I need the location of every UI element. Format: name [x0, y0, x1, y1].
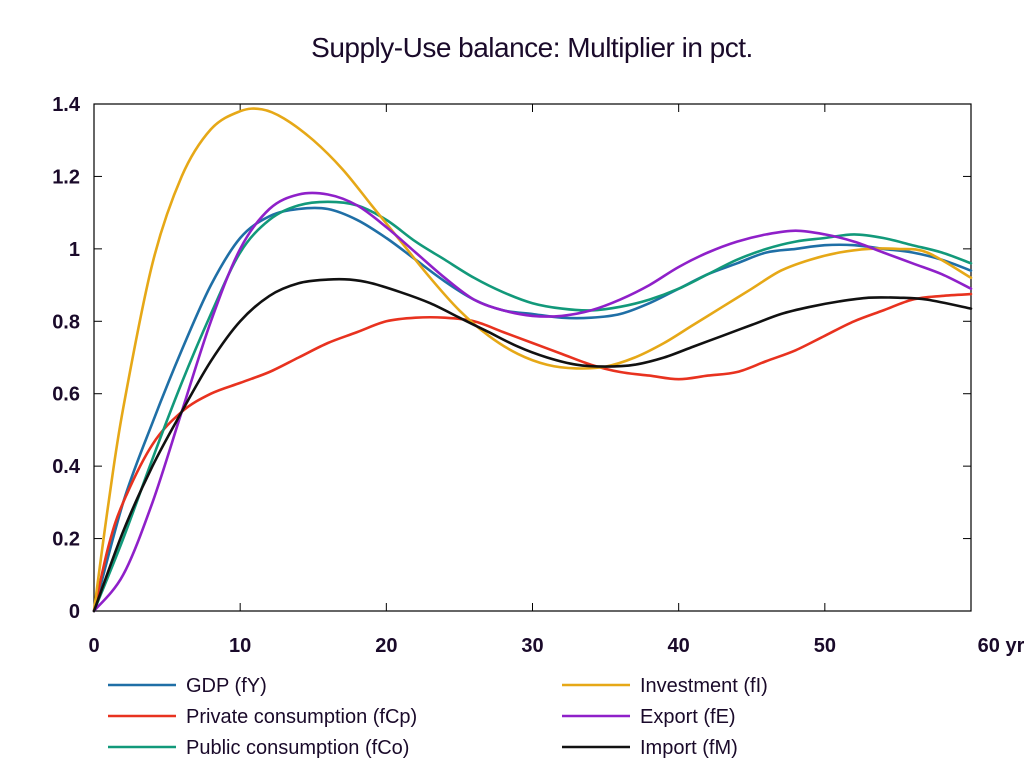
y-tick-label: 0 — [69, 601, 80, 623]
y-tick-label: 0.8 — [52, 311, 80, 333]
series-line-investment-fi — [92, 107, 973, 613]
x-tick-label: 30 — [521, 635, 543, 657]
series-line-import-fm — [92, 277, 973, 613]
series-line-public-consumption-fco — [92, 200, 973, 613]
y-tick-label: 0.6 — [52, 384, 80, 406]
x-tick-label: 40 — [668, 635, 690, 657]
legend-label-investment-fi: Investment (fI) — [640, 675, 768, 697]
y-tick-label: 1 — [69, 239, 80, 261]
legend-label-public-consumption-fco: Public consumption (fCo) — [186, 737, 409, 759]
y-tick-label: 0.4 — [52, 456, 81, 478]
x-tick-label: 10 — [229, 635, 251, 657]
y-tick-label: 1.4 — [52, 94, 81, 116]
legend-label-import-fm: Import (fM) — [640, 737, 738, 759]
series-line-private-consumption-fcp — [92, 292, 973, 613]
legend-label-gdp-fy: GDP (fY) — [186, 675, 267, 697]
chart-title: Supply-Use balance: Multiplier in pct. — [311, 32, 753, 63]
x-tick-label: 20 — [375, 635, 397, 657]
series-line-export-fe — [92, 191, 973, 613]
y-tick-label: 1.2 — [52, 166, 80, 188]
x-tick-label: 60 yr — [978, 635, 1024, 657]
legend-label-export-fe: Export (fE) — [640, 706, 736, 728]
x-axis-ticks: 0 10 20 30 40 50 60 yr — [88, 104, 1024, 657]
y-tick-label: 0.2 — [52, 529, 80, 551]
legend: GDP (fY) Private consumption (fCp) Public … — [108, 675, 768, 759]
y-axis-ticks: 0 0.2 0.4 0.6 0.8 1 1.2 1.4 — [52, 94, 971, 623]
x-tick-label: 50 — [814, 635, 836, 657]
series-line-gdp-fy — [92, 206, 973, 613]
series-lines — [92, 107, 973, 613]
legend-label-private-consumption-fcp: Private consumption (fCp) — [186, 706, 417, 728]
plot-border — [93, 103, 972, 612]
plot-frame — [93, 103, 972, 612]
x-tick-label: 0 — [88, 635, 99, 657]
